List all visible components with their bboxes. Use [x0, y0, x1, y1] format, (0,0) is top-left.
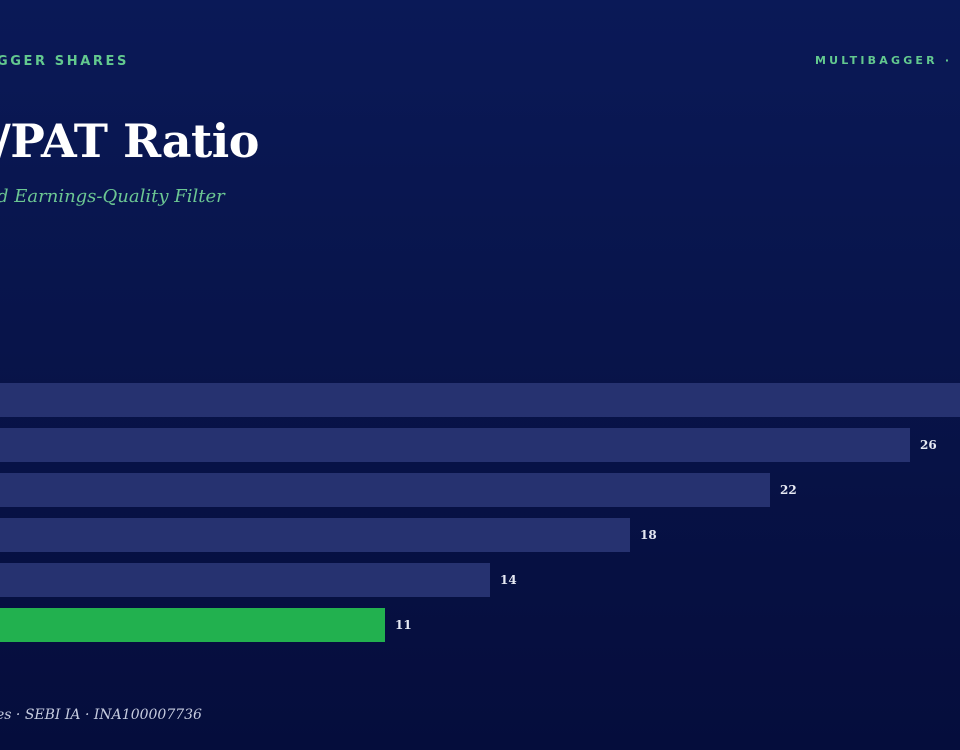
bar-value-label: 11 [395, 618, 412, 632]
bar-3 [0, 518, 630, 552]
bar-0 [0, 383, 960, 417]
page-title: /PAT Ratio [0, 114, 259, 168]
bar-1 [0, 428, 910, 462]
page-subtitle: d Earnings-Quality Filter [0, 186, 225, 207]
bar-value-label: 22 [780, 483, 797, 497]
footer-disclaimer: es · SEBI IA · INA100007736 [0, 707, 202, 723]
bar-value-label: 26 [920, 438, 937, 452]
bar-4 [0, 563, 490, 597]
brand-right: MULTIBAGGER · D [815, 54, 960, 67]
bar-5 [0, 608, 385, 642]
bar-value-label: 18 [640, 528, 657, 542]
brand-left: GGER SHARES [0, 54, 129, 69]
bar-value-label: 14 [500, 573, 517, 587]
bar-2 [0, 473, 770, 507]
